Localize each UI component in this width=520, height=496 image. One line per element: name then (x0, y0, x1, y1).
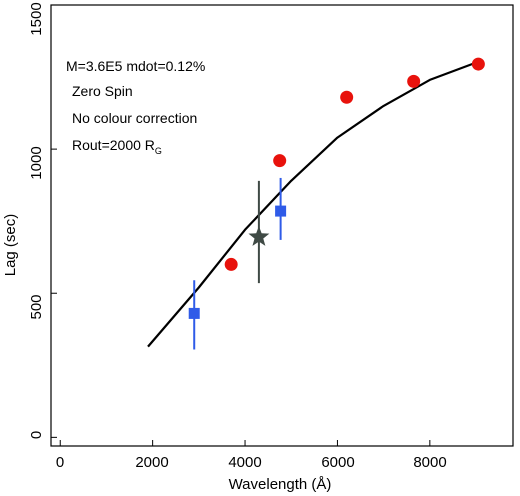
y-axis-label: Lag (sec) (2, 214, 19, 277)
x-tick-label-2: 4000 (228, 454, 261, 471)
annotation-rout-subscript: G (155, 146, 162, 156)
x-tick-label-3: 6000 (321, 454, 354, 471)
circle-point-3 (407, 74, 421, 88)
y-tick-label-1: 500 (28, 294, 45, 319)
y-tick-label-0: 0 (28, 431, 45, 439)
circle-point-1 (273, 154, 287, 168)
x-tick-label-0: 0 (56, 454, 64, 471)
square-point-1 (275, 205, 287, 217)
y-tick-label-3: 1500 (28, 2, 45, 35)
x-axis-label: Wavelength (Å) (229, 476, 332, 493)
annotation-rout-main: Rout=2000 R (72, 137, 155, 153)
x-tick-label-1: 2000 (135, 454, 168, 471)
square-point-0 (188, 307, 200, 319)
annotation-box: M=3.6E5 mdot=0.12% Zero Spin No colour c… (66, 58, 205, 156)
y-tick-label-2: 1000 (28, 146, 45, 179)
circle-point-2 (340, 90, 354, 104)
x-ticks: 0 2000 4000 6000 8000 (56, 454, 447, 471)
annotation-colour: No colour correction (72, 110, 197, 126)
circle-point-0 (224, 257, 238, 271)
annotation-model: M=3.6E5 mdot=0.12% (66, 58, 205, 74)
model-curve (147, 61, 477, 348)
plot-frame (50, 4, 514, 447)
star-point-0 (248, 226, 270, 246)
circle-point-4 (471, 57, 485, 71)
plot-area (51, 4, 485, 446)
y-ticks: 0 500 1000 1500 (28, 2, 45, 439)
annotation-rout: Rout=2000 RG (72, 137, 162, 156)
annotation-spin: Zero Spin (72, 83, 133, 99)
x-tick-label-4: 8000 (413, 454, 446, 471)
